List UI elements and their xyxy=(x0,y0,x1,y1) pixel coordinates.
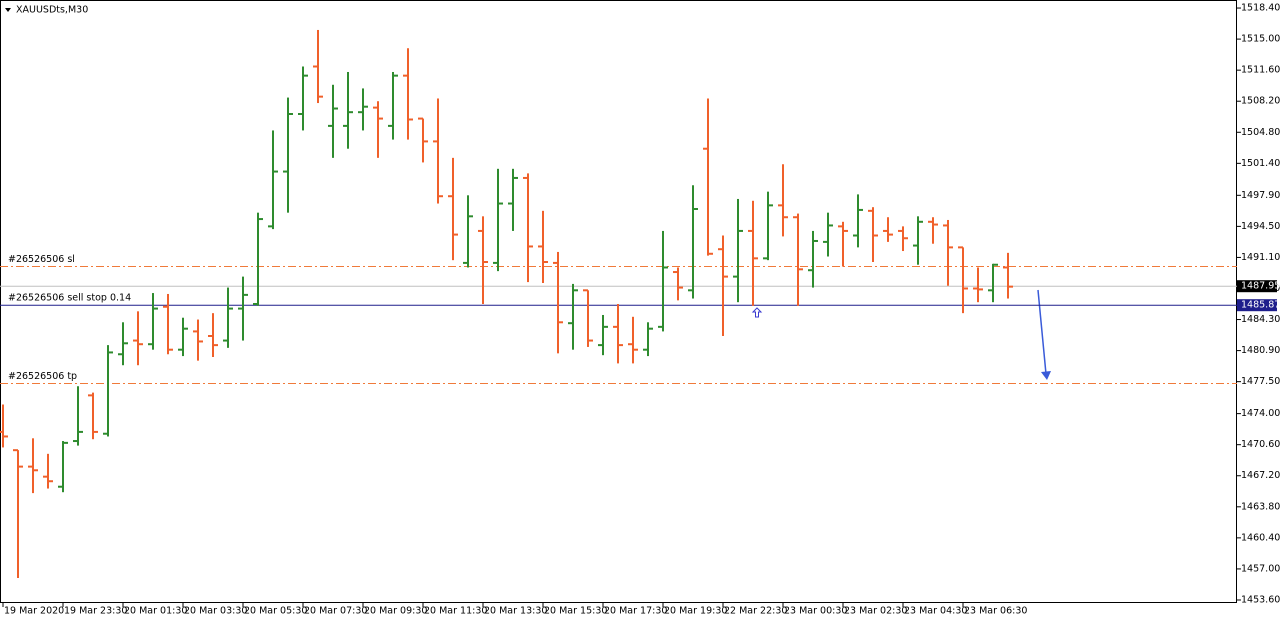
y-tick-label: 1491.10 xyxy=(1241,252,1280,263)
x-tick-label: 20 Mar 05:30 xyxy=(244,606,307,617)
x-tick-label: 20 Mar 09:30 xyxy=(364,606,427,617)
y-tick-label: 1457.00 xyxy=(1241,563,1280,574)
x-tick-label: 20 Mar 15:30 xyxy=(544,606,607,617)
y-tick-label: 1497.90 xyxy=(1241,190,1280,201)
x-tick-label: 20 Mar 01:30 xyxy=(124,606,187,617)
x-tick-label: 20 Mar 07:30 xyxy=(304,606,367,617)
x-tick-label: 23 Mar 00:30 xyxy=(784,606,847,617)
y-tick-label: 1484.30 xyxy=(1241,314,1280,325)
y-tick-label: 1467.20 xyxy=(1241,470,1280,481)
x-tick-label: 23 Mar 02:30 xyxy=(844,606,907,617)
x-tick-label: 20 Mar 13:30 xyxy=(484,606,547,617)
y-tick-label: 1460.40 xyxy=(1241,532,1280,543)
x-tick-label: 19 Mar 23:30 xyxy=(64,606,127,617)
y-tick-label: 1453.60 xyxy=(1241,594,1280,605)
x-tick-label: 20 Mar 11:30 xyxy=(424,606,487,617)
price-box-label: 1485.87 xyxy=(1241,300,1280,311)
y-tick-label: 1508.20 xyxy=(1241,96,1280,107)
x-tick-label: 19 Mar 2020 xyxy=(4,606,64,617)
up-arrow-icon xyxy=(751,307,763,318)
plot-frame xyxy=(0,0,1237,603)
y-tick-label: 1480.90 xyxy=(1241,345,1280,356)
x-tick-label: 23 Mar 04:30 xyxy=(904,606,967,617)
menu-triangle xyxy=(5,8,11,12)
price-box xyxy=(1237,280,1277,293)
y-tick-label: 1515.00 xyxy=(1241,34,1280,45)
x-tick-label: 23 Mar 06:30 xyxy=(964,606,1027,617)
y-tick-label: 1474.00 xyxy=(1241,408,1280,419)
x-tick-label: 22 Mar 22:30 xyxy=(724,606,787,617)
price-box-label: 1487.95 xyxy=(1241,281,1280,292)
y-tick-label: 1470.60 xyxy=(1241,439,1280,450)
y-tick-label: 1504.80 xyxy=(1241,127,1280,138)
y-tick-label: 1501.40 xyxy=(1241,158,1280,169)
x-tick-label: 20 Mar 19:30 xyxy=(664,606,727,617)
x-tick-label: 20 Mar 17:30 xyxy=(604,606,667,617)
chart-title: XAUUSDts,M30 xyxy=(16,5,88,16)
price-box xyxy=(1237,299,1277,312)
order-label: #26526506 sell stop 0.14 xyxy=(8,293,131,304)
y-tick-label: 1463.80 xyxy=(1241,501,1280,512)
y-tick-label: 1511.60 xyxy=(1241,65,1280,76)
x-tick-label: 20 Mar 03:30 xyxy=(184,606,247,617)
sell-arrow xyxy=(1037,289,1051,380)
y-tick-label: 1494.50 xyxy=(1241,221,1280,232)
y-tick-label: 1518.40 xyxy=(1241,3,1280,14)
order-label: #26526506 sl xyxy=(8,254,75,265)
y-tick-label: 1477.50 xyxy=(1241,376,1280,387)
order-label: #26526506 tp xyxy=(8,371,77,382)
